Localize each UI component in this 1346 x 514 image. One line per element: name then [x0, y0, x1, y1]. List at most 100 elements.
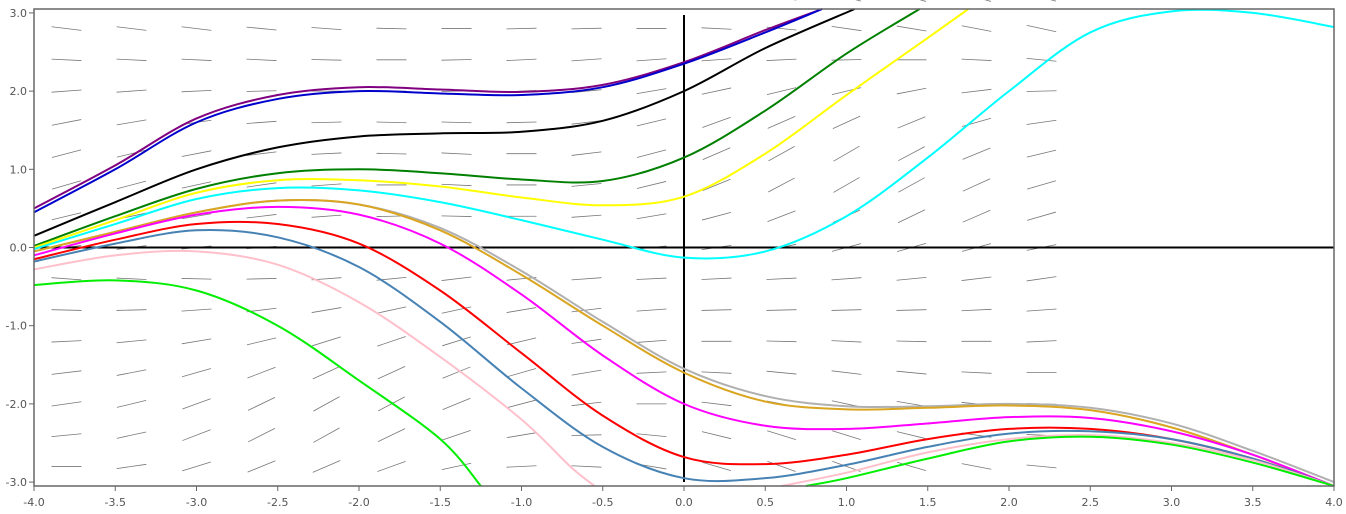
slope-segment	[636, 277, 667, 280]
slope-segment	[51, 277, 82, 281]
slope-segment	[116, 58, 147, 61]
slope-segment	[833, 145, 860, 162]
slope-segment	[311, 121, 342, 124]
y-tick-labels: 3.0 2.0 1.0 0.0 -1.0 -2.0 -3.0	[6, 7, 34, 489]
slope-segment	[701, 58, 732, 62]
slope-segment	[116, 89, 147, 93]
slope-segment	[702, 147, 731, 160]
slope-segment	[442, 366, 471, 379]
slope-segment	[181, 278, 212, 280]
slope-segment	[181, 26, 212, 31]
slope-segment	[246, 337, 277, 346]
solution-curve	[805, 435, 1335, 487]
slope-segment	[896, 309, 927, 311]
slope-segment	[377, 336, 406, 347]
slope-segment	[246, 90, 277, 92]
slope-segment	[116, 431, 147, 439]
slope-segment	[247, 366, 276, 379]
x-tick-label: -4.0	[23, 496, 44, 509]
slope-segment	[116, 369, 147, 376]
x-tick-label: 3.0	[1163, 496, 1181, 509]
slope-segment	[636, 58, 667, 62]
slope-segment	[181, 58, 212, 61]
slope-segment	[636, 308, 667, 312]
slope-segment	[441, 306, 472, 314]
slope-segment	[766, 58, 797, 61]
slope-segment	[51, 119, 82, 126]
slope-segment	[442, 336, 471, 347]
x-tick-label: -1.5	[430, 496, 451, 509]
slope-segment	[376, 27, 407, 30]
slope-segment	[961, 58, 992, 61]
slope-segment	[312, 336, 341, 347]
slope-segment	[898, 177, 925, 193]
slope-segment	[51, 433, 82, 438]
slope-segment	[636, 371, 667, 374]
slope-segment	[831, 340, 862, 343]
slope-segment	[766, 370, 797, 375]
slope-segment	[571, 465, 602, 468]
x-tick-labels: -4.0 -3.5 -3.0 -2.5 -2.0 -1.5 -1.0 -0.5 0.0 0.5 1.…	[23, 486, 1343, 509]
slope-segment	[506, 368, 537, 378]
slope-segment	[441, 276, 472, 281]
slope-segment	[961, 308, 992, 312]
slope-segment	[441, 183, 472, 187]
slope-segment	[116, 26, 147, 31]
x-tick-label: 2.0	[1000, 496, 1018, 509]
slope-segment	[766, 340, 797, 343]
slope-segment	[855, 0, 862, 2]
slope-segment	[1026, 90, 1057, 92]
slope-segment	[701, 401, 732, 407]
slope-segment	[376, 121, 407, 124]
slope-segment	[701, 371, 732, 374]
slope-segment	[636, 433, 667, 438]
slope-segment	[116, 119, 147, 126]
slope-segment	[1026, 211, 1057, 221]
slope-segment	[376, 152, 407, 155]
slope-segment	[767, 210, 796, 222]
solution-curve	[33, 220, 1335, 487]
slope-segment	[506, 399, 537, 409]
solution-curve	[33, 8, 921, 247]
slope-segment	[116, 149, 147, 158]
slope-segment	[311, 152, 342, 155]
slope-segment	[181, 150, 212, 157]
slope-segment	[767, 430, 796, 441]
slope-segment	[701, 87, 732, 95]
slope-segment	[506, 307, 537, 313]
x-tick-label: -2.0	[348, 496, 369, 509]
slope-segment	[377, 460, 406, 472]
y-tick-label: -3.0	[6, 476, 27, 489]
solution-curves	[33, 8, 1335, 487]
slope-segment	[116, 463, 147, 469]
solution-curve	[33, 279, 482, 487]
slope-segment	[51, 309, 82, 311]
slope-segment	[246, 58, 277, 61]
slope-segment	[896, 276, 927, 281]
slope-segment	[571, 369, 602, 376]
slope-segment	[116, 309, 147, 311]
slope-segment	[1026, 308, 1057, 312]
slope-segment	[571, 120, 602, 125]
slope-segment	[766, 309, 797, 311]
solution-curve	[33, 198, 1335, 487]
slope-segment	[896, 25, 927, 32]
slope-segment	[313, 427, 340, 443]
x-tick-label: 0.5	[757, 496, 775, 509]
slope-segment	[182, 398, 211, 410]
slope-segment	[831, 370, 862, 375]
slope-segment	[313, 396, 340, 412]
x-tick-label: 4.0	[1325, 496, 1343, 509]
slope-segment	[51, 58, 82, 61]
slope-segment	[441, 152, 472, 155]
x-tick-label: -0.5	[592, 496, 613, 509]
slope-segment	[919, 0, 927, 2]
slope-segment	[181, 213, 212, 220]
y-tick-label: -2.0	[6, 398, 27, 411]
slope-segment	[312, 366, 341, 380]
slope-segment	[896, 461, 927, 471]
slope-segments	[51, 0, 1057, 473]
x-tick-label: 1.0	[838, 496, 856, 509]
slope-segment	[961, 88, 992, 94]
slope-segment	[1026, 276, 1057, 282]
